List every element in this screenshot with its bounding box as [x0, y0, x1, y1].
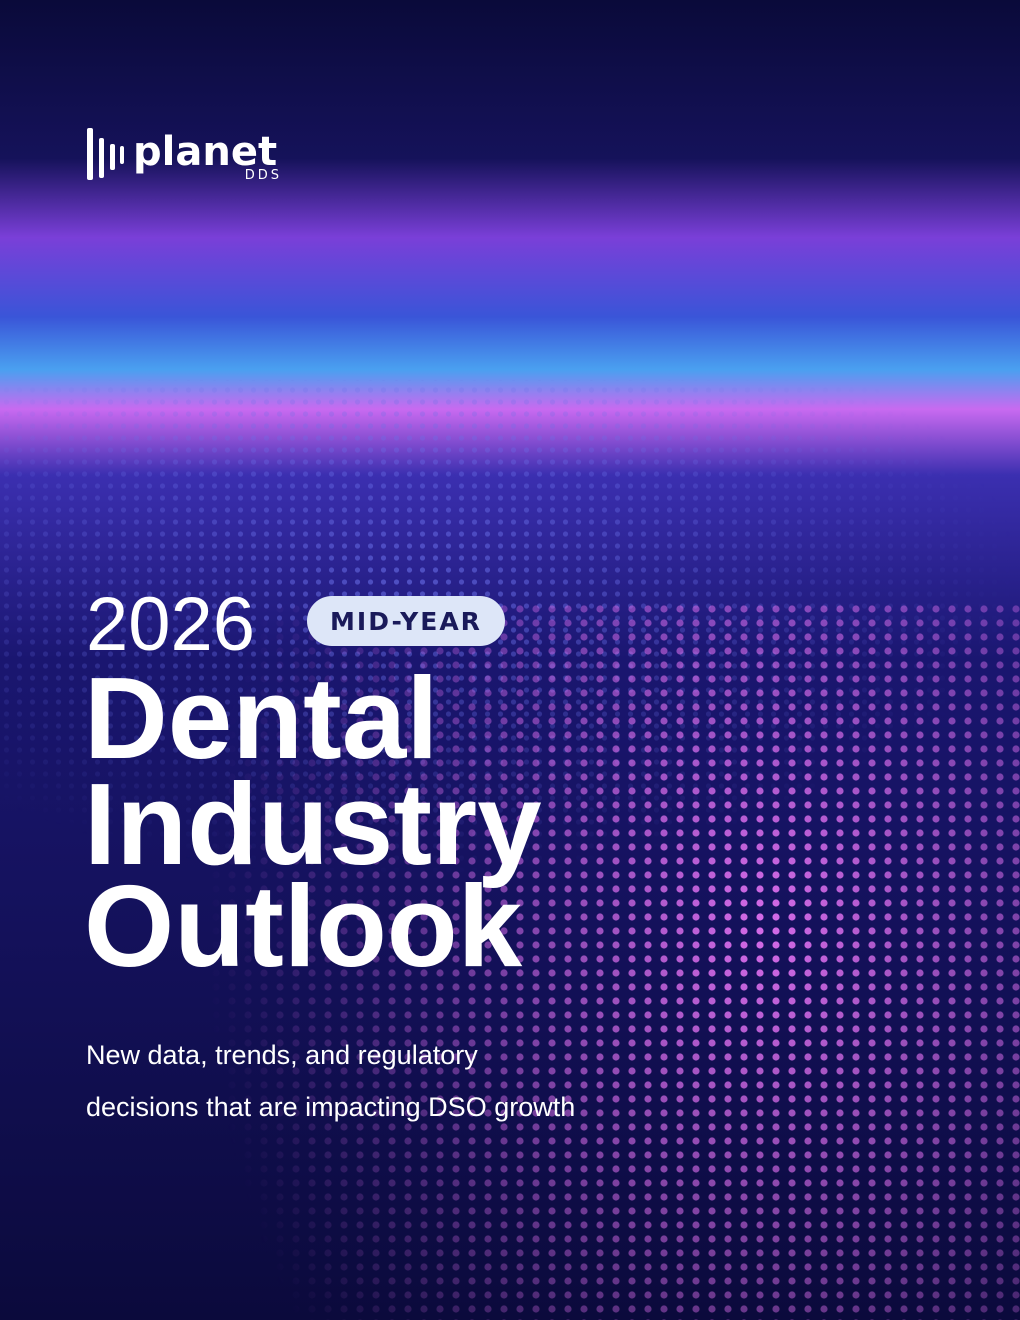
subtitle-line: New data, trends, and regulatory	[86, 1040, 478, 1070]
logo-bar	[110, 144, 115, 170]
title-line: Dental	[84, 653, 439, 783]
subtitle: New data, trends, and regulatory decisio…	[86, 1040, 575, 1122]
badge-label: MID-YEAR	[330, 607, 482, 636]
subtitle-line: decisions that are impacting DSO growth	[86, 1092, 575, 1122]
logo-bar	[120, 146, 124, 164]
logo-sub: DDS	[245, 168, 282, 183]
title: Dental Industry Outlook	[84, 653, 542, 991]
logo: planet DDS	[87, 128, 282, 183]
year: 2026	[86, 582, 255, 667]
logo-bar	[87, 128, 93, 180]
logo-name: planet	[133, 129, 277, 175]
badge	[307, 596, 505, 646]
logo-bar	[99, 138, 104, 178]
title-line: Outlook	[84, 861, 523, 991]
title-line: Industry	[84, 759, 542, 889]
dot-field	[0, 600, 1020, 1320]
